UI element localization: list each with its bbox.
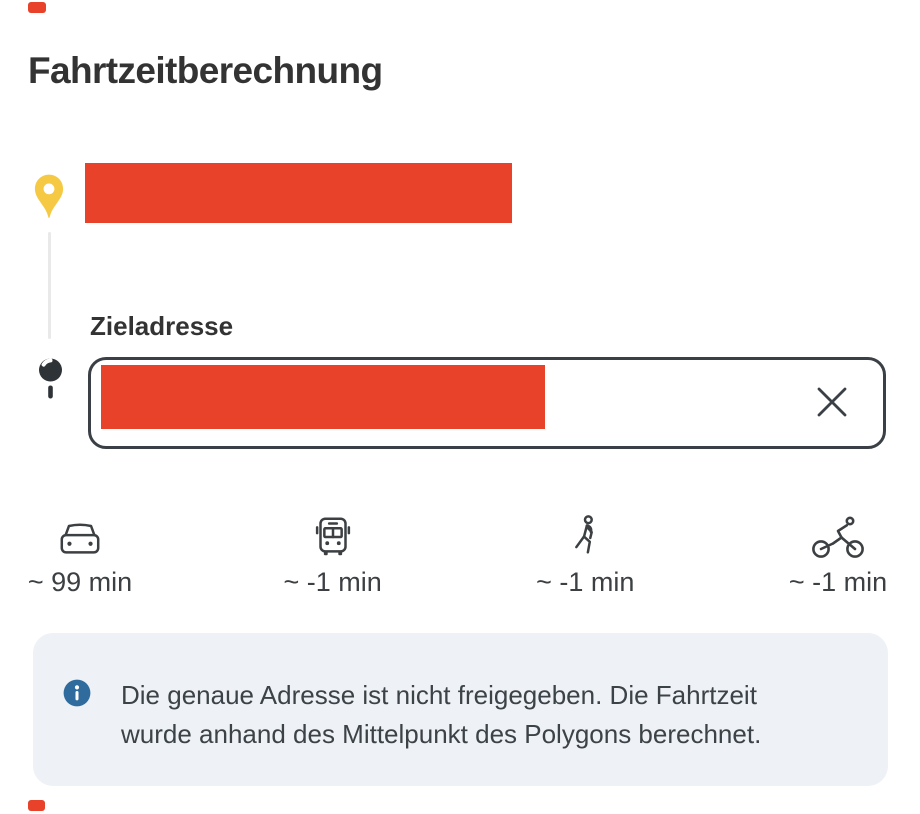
bike-time-label: ~ -1 min — [788, 567, 888, 597]
destination-input[interactable] — [88, 357, 886, 449]
car-icon — [55, 512, 105, 560]
close-icon — [814, 387, 850, 423]
travel-times-row: ~ 99 min ~ -1 min — [10, 512, 908, 597]
redacted-content-bottom — [28, 800, 45, 811]
info-message-line-1: Die genaue Adresse ist nicht freigegeben… — [121, 680, 757, 710]
travel-time-bike: ~ -1 min — [768, 512, 908, 597]
push-pin-icon — [37, 353, 65, 410]
redacted-content-top — [28, 2, 46, 13]
travel-time-bus: ~ -1 min — [263, 512, 403, 597]
clear-input-button[interactable] — [814, 384, 850, 420]
info-message: Die genaue Adresse ist nicht freigegeben… — [121, 676, 761, 754]
travel-time-walk: ~ -1 min — [515, 512, 655, 597]
origin-address-redacted — [85, 163, 512, 223]
bicycle-icon — [810, 512, 866, 560]
pedestrian-icon — [565, 512, 605, 560]
travel-time-car: ~ 99 min — [10, 512, 150, 597]
route-connector-line — [48, 232, 51, 339]
info-icon — [63, 679, 91, 712]
car-time-label: ~ 99 min — [27, 567, 133, 597]
bus-icon — [308, 512, 358, 560]
info-box: Die genaue Adresse ist nicht freigegeben… — [33, 633, 888, 786]
walk-time-label: ~ -1 min — [536, 567, 635, 597]
page-title: Fahrtzeitberechnung — [28, 50, 383, 91]
bus-time-label: ~ -1 min — [283, 567, 382, 597]
destination-address-redacted — [101, 365, 545, 429]
location-pin-icon — [34, 171, 64, 228]
info-message-line-2: wurde anhand des Mittelpunkt des Polygon… — [121, 719, 762, 749]
destination-label: Zieladresse — [90, 311, 234, 341]
